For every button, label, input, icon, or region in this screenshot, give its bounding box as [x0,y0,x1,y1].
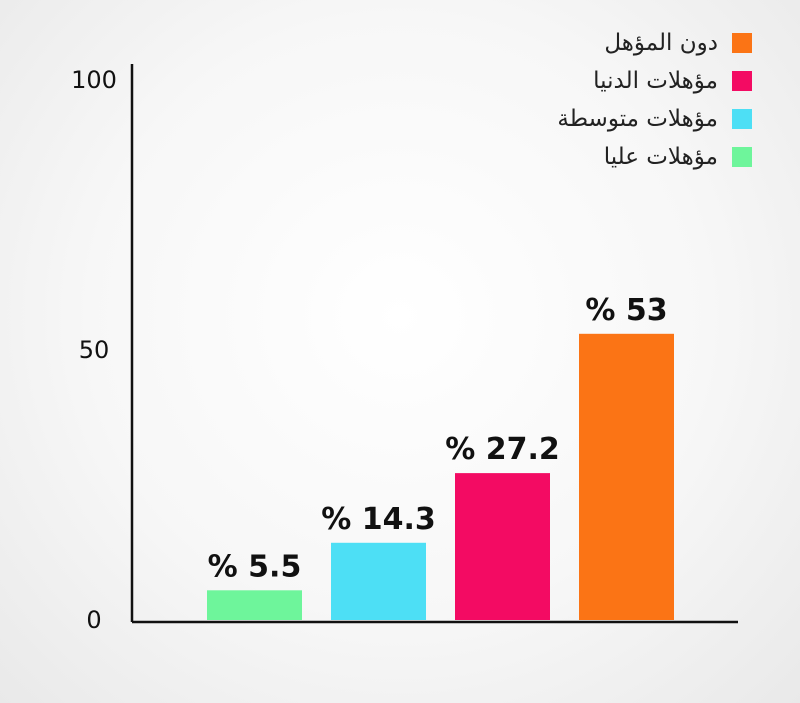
y-tick-label: 0 [86,606,101,634]
legend-swatch [732,33,752,53]
legend-label: مؤهلات عليا [603,144,718,170]
legend-swatch [732,109,752,129]
bar-value-label: % 53 [585,293,667,328]
y-tick-label: 100 [71,66,117,94]
bar-value-label: % 5.5 [208,549,302,584]
legend-item: مؤهلات متوسطة [557,100,752,138]
legend-swatch [732,147,752,167]
bar-value-label: % 27.2 [445,432,560,467]
bar [331,542,426,620]
chart-legend: دون المؤهل مؤهلات الدنيا مؤهلات متوسطة م… [557,24,752,176]
legend-item: مؤهلات عليا [557,138,752,176]
bar [455,473,550,620]
bar [207,590,302,620]
bar-value-label: % 14.3 [321,502,436,537]
legend-label: دون المؤهل [604,30,718,56]
bar [579,333,674,620]
legend-label: مؤهلات الدنيا [593,68,718,94]
legend-item: مؤهلات الدنيا [557,62,752,100]
legend-swatch [732,71,752,91]
legend-label: مؤهلات متوسطة [557,106,718,132]
legend-item: دون المؤهل [557,24,752,62]
y-tick-label: 50 [79,336,110,364]
